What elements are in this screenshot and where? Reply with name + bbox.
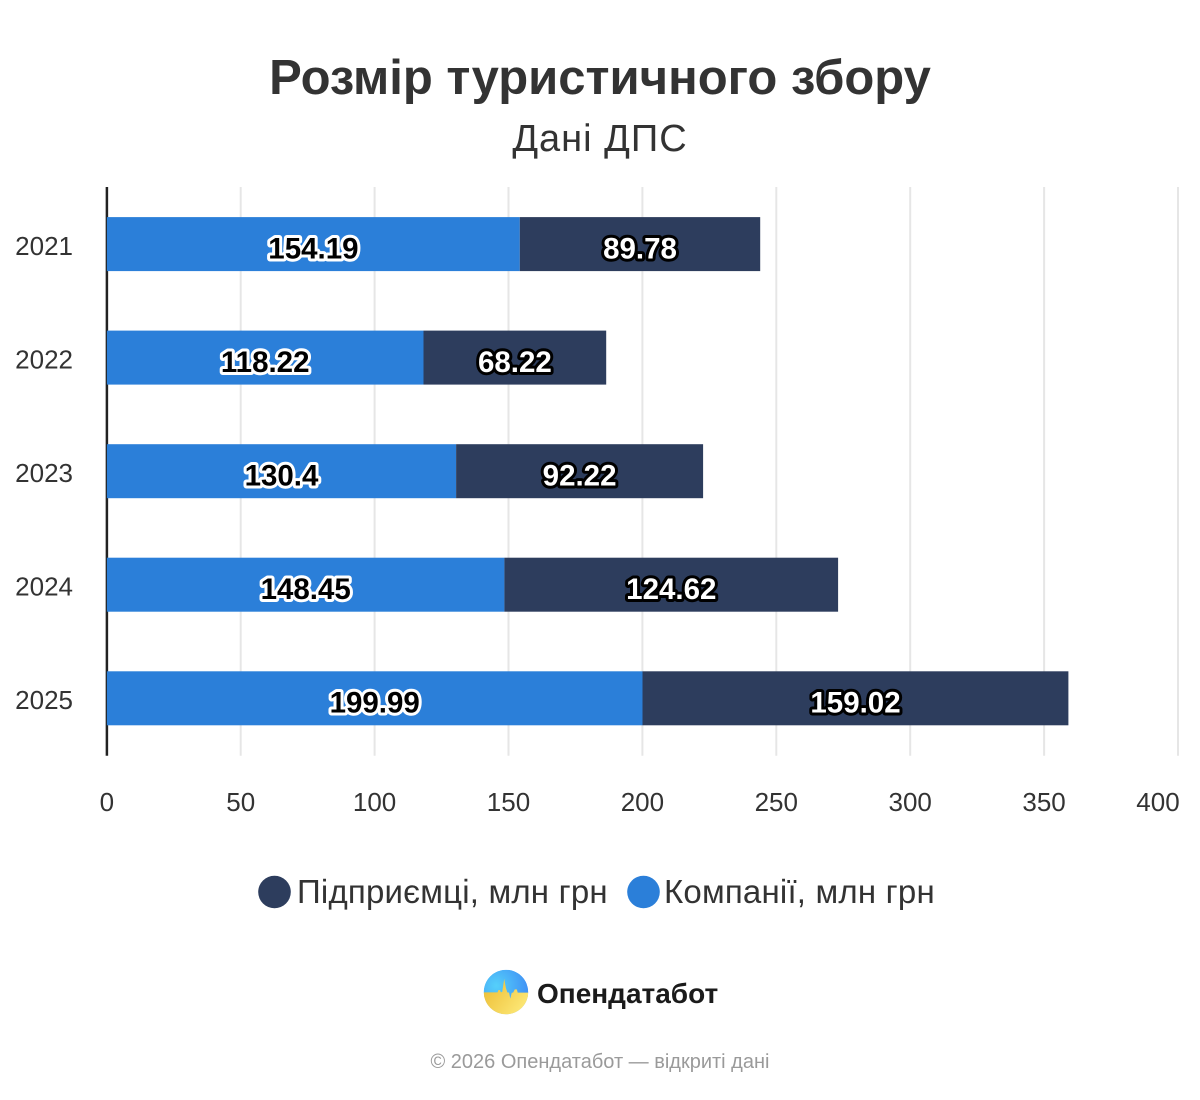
svg-text:68.22: 68.22: [478, 346, 552, 379]
svg-text:89.78: 89.78: [603, 233, 677, 266]
svg-text:200: 200: [621, 787, 664, 817]
svg-text:148.45: 148.45: [261, 573, 351, 606]
svg-text:Дані ДПС: Дані ДПС: [512, 118, 687, 160]
svg-text:130.4: 130.4: [245, 460, 319, 493]
svg-text:50: 50: [226, 787, 255, 817]
svg-text:Компанії, млн грн: Компанії, млн грн: [664, 873, 935, 910]
svg-text:2024: 2024: [15, 572, 73, 602]
svg-text:2022: 2022: [15, 344, 73, 374]
svg-text:250: 250: [755, 787, 798, 817]
svg-text:92.22: 92.22: [543, 460, 617, 493]
svg-text:Розмір туристичного збору: Розмір туристичного збору: [269, 51, 931, 105]
svg-text:2025: 2025: [15, 685, 73, 715]
svg-text:124.62: 124.62: [626, 573, 716, 606]
svg-text:350: 350: [1022, 787, 1065, 817]
svg-text:159.02: 159.02: [810, 687, 900, 720]
svg-text:Опендатабот: Опендатабот: [537, 978, 718, 1009]
svg-text:150: 150: [487, 787, 530, 817]
svg-text:© 2026 Опендатабот — відкриті: © 2026 Опендатабот — відкриті дані: [431, 1051, 770, 1073]
svg-text:0: 0: [100, 787, 114, 817]
svg-text:199.99: 199.99: [330, 687, 420, 720]
svg-text:118.22: 118.22: [221, 346, 310, 379]
svg-text:154.19: 154.19: [268, 233, 358, 266]
svg-text:2021: 2021: [15, 231, 73, 261]
svg-text:2023: 2023: [15, 458, 73, 488]
svg-text:Підприємці, млн грн: Підприємці, млн грн: [297, 873, 608, 910]
svg-text:400: 400: [1136, 787, 1179, 817]
svg-text:300: 300: [889, 787, 932, 817]
svg-text:100: 100: [353, 787, 396, 817]
